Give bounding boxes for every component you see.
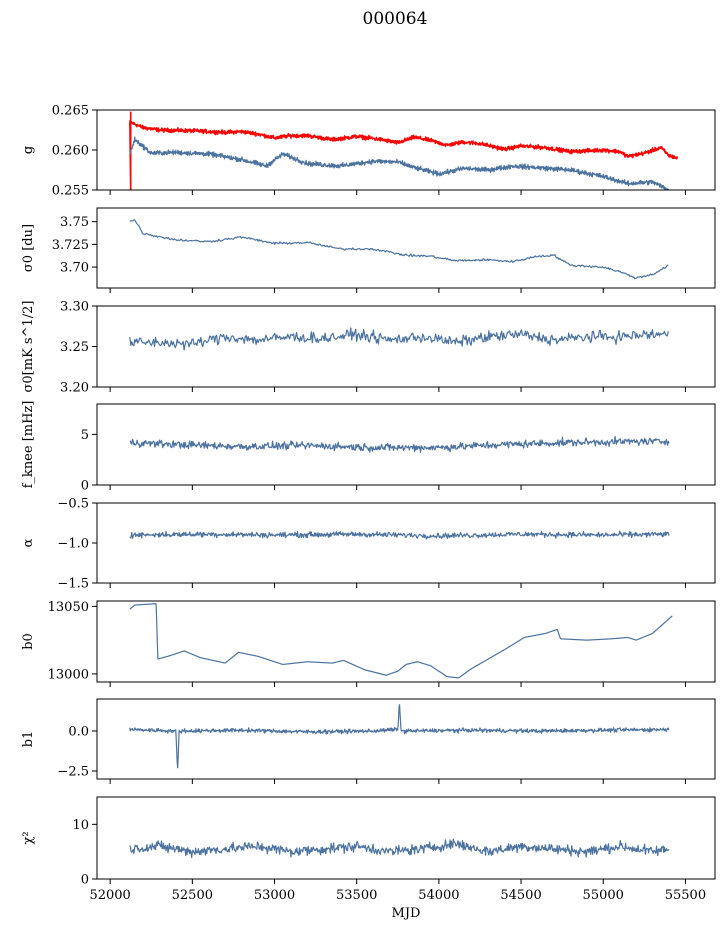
y-axis-label: b0: [21, 633, 36, 650]
axes-frame: [96, 403, 716, 486]
y-tick-label: 13050: [48, 600, 89, 615]
y-axis-label: b1: [21, 731, 36, 748]
y-axis-label: f_knee [mHz]: [21, 401, 36, 489]
y-tick-label: 13000: [48, 667, 89, 682]
x-tick-label: 54500: [500, 888, 541, 903]
series-line-1: [129, 111, 678, 190]
series-line-1: [129, 327, 669, 351]
y-tick-label: 3.25: [60, 340, 89, 355]
panel-4: 0 5 f_knee [mHz]: [21, 401, 716, 494]
y-tick-label: 3.30: [60, 300, 89, 315]
x-tick-label: 55500: [665, 888, 706, 903]
y-tick-label: 0.265: [52, 104, 89, 119]
y-tick-label: 0.0: [68, 725, 89, 740]
panel-8: 0 10 52000 52500 53000 53500 54000 54500 55000 55…: [21, 796, 716, 921]
y-axis-label: χ²: [21, 831, 36, 844]
y-tick-label: 3.70: [60, 261, 89, 276]
series-line-2: [129, 136, 670, 190]
series-line-1: [129, 219, 669, 280]
x-tick-label: 52500: [172, 888, 213, 903]
y-tick-label: −2.5: [57, 765, 89, 780]
axes-frame: [96, 207, 716, 289]
y-tick-label: 3.725: [52, 238, 89, 253]
y-axis-label: α: [21, 538, 36, 547]
panel-2: 3.70 3.725 3.75 σ0 [du]: [21, 207, 716, 293]
panel-7: −2.5 0.0 b1: [21, 698, 716, 784]
x-tick-label: 53500: [336, 888, 377, 903]
y-tick-label: −1.0: [57, 537, 89, 552]
panel-3: 3.20 3.25 3.30 σ0[mK s^1/2]: [21, 300, 716, 396]
x-tick-label: 55000: [583, 888, 624, 903]
x-tick-label: 53000: [254, 888, 295, 903]
y-tick-label: 0.260: [52, 144, 89, 159]
series-line-1: [129, 704, 670, 769]
series-line-1: [129, 435, 670, 453]
axes-frame: [96, 796, 716, 880]
y-tick-label: 3.20: [60, 381, 89, 396]
axes-frame: [96, 698, 716, 780]
y-tick-label: 5: [81, 428, 89, 443]
figure-title: 000064: [363, 9, 428, 29]
y-tick-label: −1.5: [57, 577, 89, 592]
y-axis-label: σ0 [du]: [21, 224, 36, 272]
y-tick-label: −0.5: [57, 497, 89, 512]
series-line-1: [129, 603, 673, 679]
y-tick-label: 3.75: [60, 215, 89, 230]
series-line-1: [129, 530, 670, 540]
axes-frame: [96, 600, 716, 683]
panel-1: 0.255 0.260 0.265 g: [21, 104, 716, 199]
series-line-1: [129, 838, 670, 858]
x-tick-label: 54000: [418, 888, 459, 903]
y-tick-label: 0.255: [52, 184, 89, 199]
y-tick-label: 0: [81, 873, 89, 888]
y-axis-label: σ0[mK s^1/2]: [21, 301, 36, 393]
y-tick-label: 10: [72, 818, 89, 833]
x-axis-label: MJD: [392, 906, 421, 921]
panel-5: −1.5 −1.0 −0.5 α: [21, 497, 716, 592]
y-tick-label: 0: [81, 479, 89, 494]
panel-6: 13000 13050 b0: [21, 600, 716, 687]
panels: 0.255 0.260 0.265 g 3.70 3.725 3.75 σ0 [du] 3.20…: [21, 104, 716, 921]
y-axis-label: g: [21, 146, 36, 154]
x-tick-label: 52000: [89, 888, 130, 903]
